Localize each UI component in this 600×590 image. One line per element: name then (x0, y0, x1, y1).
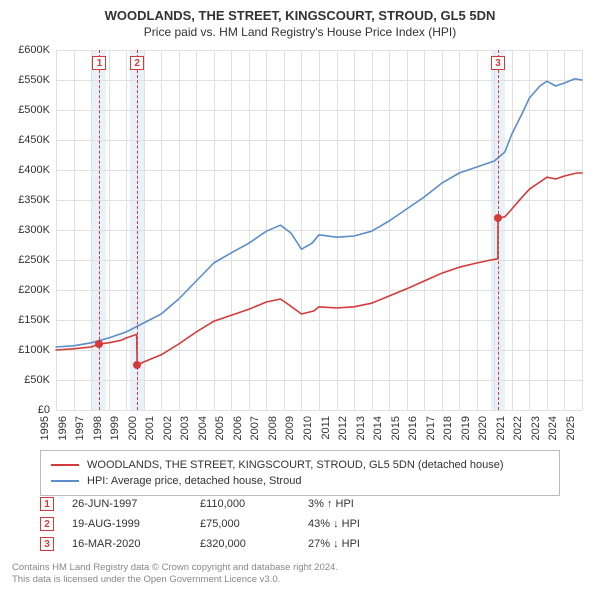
events-list: 1 26-JUN-1997 £110,000 3% ↑ HPI 2 19-AUG-1999… (40, 494, 560, 554)
x-tick-label: 2005 (212, 416, 226, 440)
event-marker-box: 1 (92, 56, 106, 70)
x-tick-label: 2001 (142, 416, 156, 440)
x-tick-label: 1995 (37, 416, 51, 440)
events-row-date: 26-JUN-1997 (72, 494, 182, 514)
y-tick-label: £350K (18, 194, 50, 206)
legend-label-hpi: HPI: Average price, detached house, Stro… (87, 473, 301, 489)
events-row: 1 26-JUN-1997 £110,000 3% ↑ HPI (40, 494, 560, 514)
x-tick-label: 2010 (300, 416, 314, 440)
chart-title-line1: WOODLANDS, THE STREET, KINGSCOURT, STROU… (0, 8, 600, 23)
x-tick-label: 1997 (72, 416, 86, 440)
y-tick-label: £300K (18, 224, 50, 236)
gridline-v (582, 50, 583, 410)
events-row: 3 16-MAR-2020 £320,000 27% ↓ HPI (40, 534, 560, 554)
y-tick-label: £50K (24, 374, 50, 386)
chart-plot-area: £0£50K£100K£150K£200K£250K£300K£350K£400… (56, 50, 582, 410)
x-tick-label: 2011 (318, 416, 332, 440)
attribution-text: Contains HM Land Registry data © Crown c… (12, 562, 338, 586)
event-marker-box: 2 (130, 56, 144, 70)
x-tick-label: 2002 (159, 416, 173, 440)
events-row-delta: 27% ↓ HPI (308, 534, 418, 554)
x-tick-label: 2024 (545, 416, 559, 440)
events-row-date: 16-MAR-2020 (72, 534, 182, 554)
legend-swatch-property (51, 464, 79, 466)
y-tick-label: £0 (38, 404, 50, 416)
events-row-delta: 3% ↑ HPI (308, 494, 418, 514)
series-line-property (56, 173, 582, 365)
events-row-price: £110,000 (200, 494, 290, 514)
x-tick-label: 2004 (195, 416, 209, 440)
events-row-marker: 1 (40, 497, 54, 511)
events-row-price: £75,000 (200, 514, 290, 534)
x-tick-label: 2023 (528, 416, 542, 440)
y-tick-label: £100K (18, 344, 50, 356)
event-dot (95, 340, 103, 348)
y-tick-label: £600K (18, 44, 50, 56)
attribution-line1: Contains HM Land Registry data © Crown c… (12, 562, 338, 574)
x-tick-label: 2016 (405, 416, 419, 440)
events-row-date: 19-AUG-1999 (72, 514, 182, 534)
x-tick-label: 2022 (510, 416, 524, 440)
legend-swatch-hpi (51, 480, 79, 482)
legend-row-property: WOODLANDS, THE STREET, KINGSCOURT, STROU… (51, 457, 549, 473)
event-dashed-line (99, 50, 100, 410)
events-row: 2 19-AUG-1999 £75,000 43% ↓ HPI (40, 514, 560, 534)
event-dot (133, 361, 141, 369)
x-tick-label: 1996 (54, 416, 68, 440)
y-tick-label: £400K (18, 164, 50, 176)
x-tick-label: 2008 (265, 416, 279, 440)
x-tick-label: 2014 (370, 416, 384, 440)
x-tick-label: 2013 (352, 416, 366, 440)
events-row-marker: 2 (40, 517, 54, 531)
events-row-delta: 43% ↓ HPI (308, 514, 418, 534)
legend-label-property: WOODLANDS, THE STREET, KINGSCOURT, STROU… (87, 457, 504, 473)
x-tick-label: 2025 (563, 416, 577, 440)
x-tick-label: 2012 (335, 416, 349, 440)
event-dot (494, 214, 502, 222)
events-row-price: £320,000 (200, 534, 290, 554)
x-tick-label: 2003 (177, 416, 191, 440)
x-tick-label: 2000 (124, 416, 138, 440)
x-tick-label: 2006 (230, 416, 244, 440)
x-tick-label: 2019 (458, 416, 472, 440)
x-tick-label: 2021 (493, 416, 507, 440)
chart-title-line2: Price paid vs. HM Land Registry's House … (0, 25, 600, 39)
x-tick-label: 2017 (422, 416, 436, 440)
x-tick-label: 2015 (387, 416, 401, 440)
event-dashed-line (137, 50, 138, 410)
y-tick-label: £150K (18, 314, 50, 326)
event-marker-box: 3 (491, 56, 505, 70)
attribution-line2: This data is licensed under the Open Gov… (12, 574, 338, 586)
x-tick-label: 2009 (282, 416, 296, 440)
x-tick-label: 2018 (440, 416, 454, 440)
x-tick-label: 2020 (475, 416, 489, 440)
y-tick-label: £200K (18, 284, 50, 296)
y-tick-label: £500K (18, 104, 50, 116)
legend-row-hpi: HPI: Average price, detached house, Stro… (51, 473, 549, 489)
y-tick-label: £250K (18, 254, 50, 266)
x-tick-label: 2007 (247, 416, 261, 440)
x-tick-label: 1998 (89, 416, 103, 440)
chart-title-block: WOODLANDS, THE STREET, KINGSCOURT, STROU… (0, 0, 600, 39)
y-tick-label: £550K (18, 74, 50, 86)
gridline-h (56, 410, 582, 411)
events-row-marker: 3 (40, 537, 54, 551)
chart-lines-svg (56, 50, 582, 410)
legend-box: WOODLANDS, THE STREET, KINGSCOURT, STROU… (40, 450, 560, 496)
y-tick-label: £450K (18, 134, 50, 146)
x-tick-label: 1999 (107, 416, 121, 440)
event-dashed-line (498, 50, 499, 410)
